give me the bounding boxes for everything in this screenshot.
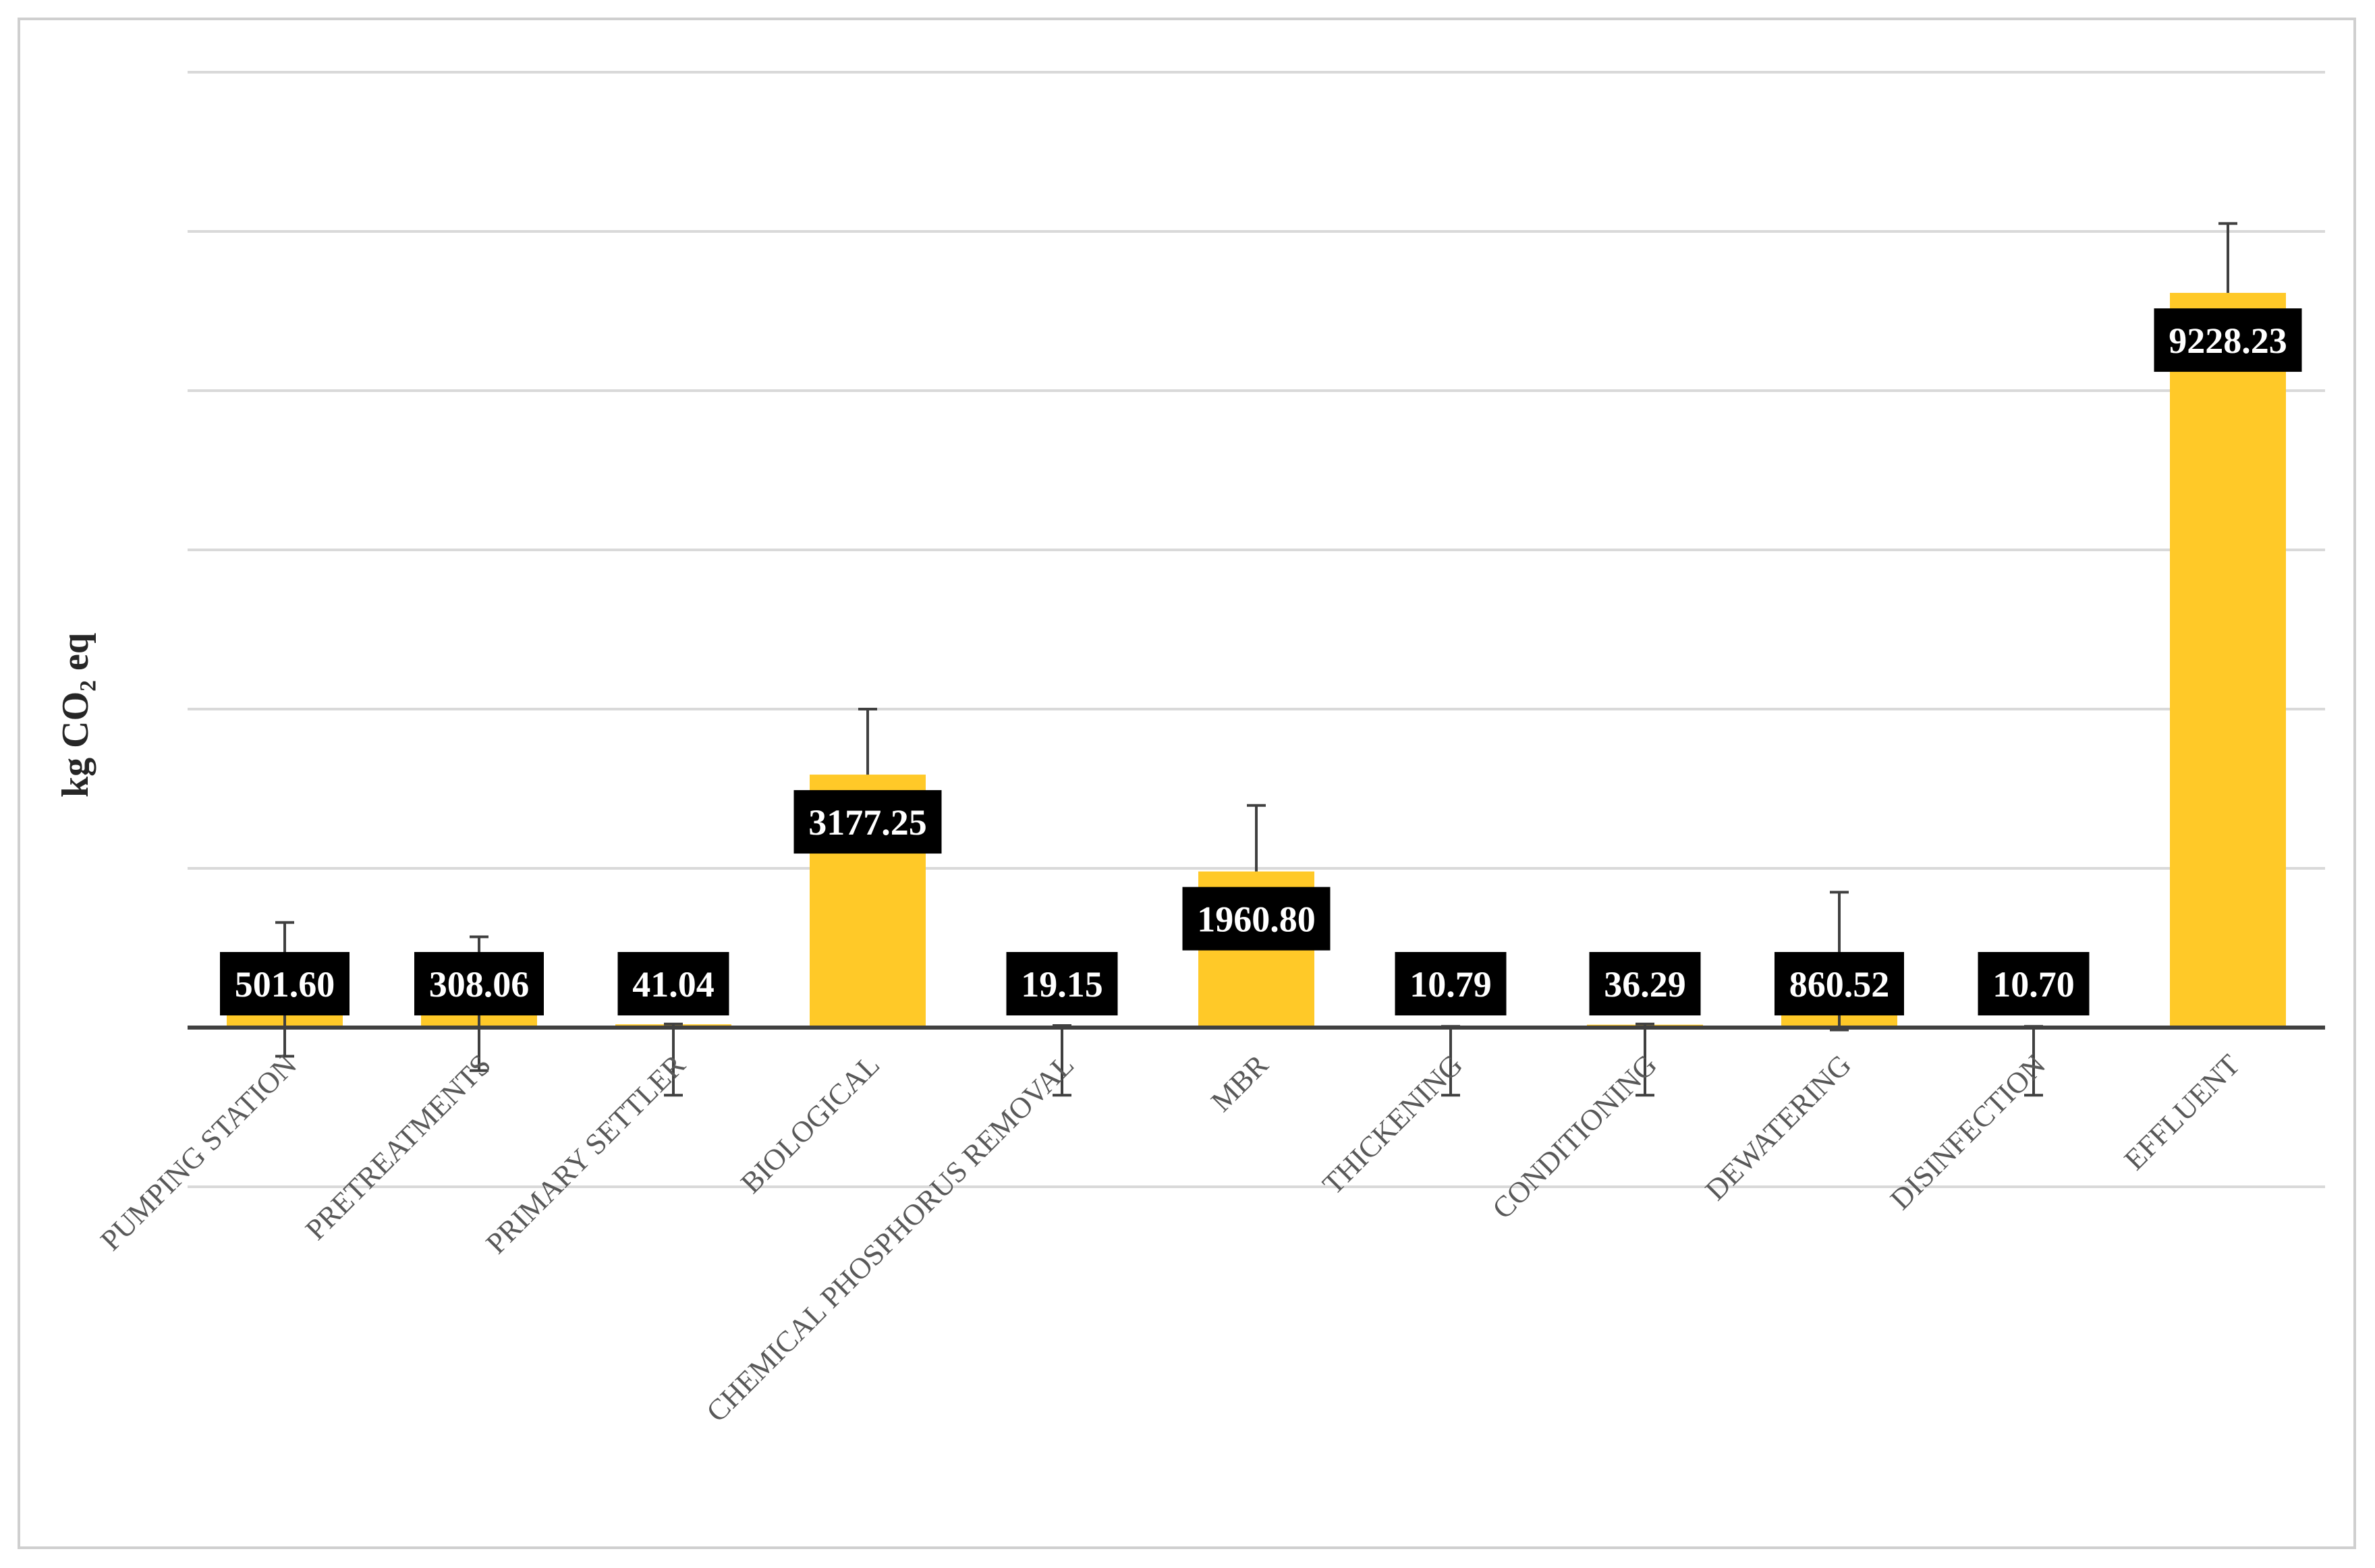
data-label-text: 3177.25 xyxy=(808,802,927,843)
data-label-text: 19.15 xyxy=(1021,964,1103,1005)
data-label-text: 501.60 xyxy=(235,964,335,1005)
data-label-text: 36.29 xyxy=(1604,964,1686,1005)
x-tick-label: PRIMARY SETTLER xyxy=(480,1048,692,1260)
x-tick-label: DEWATERING xyxy=(1699,1048,1857,1206)
data-label-box xyxy=(414,952,544,1015)
data-label-box xyxy=(1395,952,1507,1015)
data-label-text: 10.79 xyxy=(1409,964,1492,1005)
y-axis-label: kg CO₂ eq xyxy=(55,633,96,797)
x-tick-label: BIOLOGICAL xyxy=(734,1048,886,1200)
data-label: 1960.80 xyxy=(1182,887,1331,951)
x-tick-label: PUMPING STATION xyxy=(94,1048,303,1257)
data-label-box xyxy=(1978,952,2090,1015)
data-label-box xyxy=(1182,887,1331,951)
x-tick-label: CHEMICAL PHOSPHORUS REMOVAL xyxy=(700,1048,1080,1428)
data-label-box xyxy=(1589,952,1701,1015)
data-label-box xyxy=(220,952,350,1015)
data-label-box xyxy=(617,952,729,1015)
data-label-text: 860.52 xyxy=(1789,964,1890,1005)
data-label-text: 9228.23 xyxy=(2169,320,2287,361)
x-tick-label: DISINFECTION xyxy=(1884,1048,2052,1216)
chart-frame xyxy=(18,18,2356,1549)
data-label: 501.60 xyxy=(220,952,350,1015)
data-label-box xyxy=(2154,308,2302,372)
x-tick-label: THICKENING xyxy=(1316,1048,1469,1200)
data-labels: 501.60 308.06 41.04 3177.25 19.15 1960.80 10.7… xyxy=(220,308,2302,1015)
data-label: 9228.23 xyxy=(2154,308,2302,372)
data-label: 36.29 xyxy=(1589,952,1701,1015)
data-label-box xyxy=(793,790,942,854)
data-label-text: 308.06 xyxy=(429,964,530,1005)
bar xyxy=(2170,293,2286,1028)
data-label: 860.52 xyxy=(1775,952,1904,1015)
x-tick-label: CONDITIONING xyxy=(1486,1048,1663,1225)
data-label: 3177.25 xyxy=(793,790,942,854)
data-label-text: 1960.80 xyxy=(1197,899,1316,940)
x-tick-label: EFFLUENT xyxy=(2118,1048,2246,1176)
data-label: 19.15 xyxy=(1006,952,1118,1015)
x-tick-label: MBR xyxy=(1204,1048,1275,1118)
data-label-text: 10.70 xyxy=(1992,964,2075,1005)
data-label-box xyxy=(1006,952,1118,1015)
gridlines xyxy=(188,71,2325,1188)
x-tick-label: PRETREATMENTS xyxy=(299,1048,497,1246)
data-label: 10.70 xyxy=(1978,952,2090,1015)
data-label: 10.79 xyxy=(1395,952,1507,1015)
data-label-text: 41.04 xyxy=(632,964,715,1005)
data-label: 308.06 xyxy=(414,952,544,1015)
data-label-box xyxy=(1775,952,1904,1015)
data-label: 41.04 xyxy=(617,952,729,1015)
